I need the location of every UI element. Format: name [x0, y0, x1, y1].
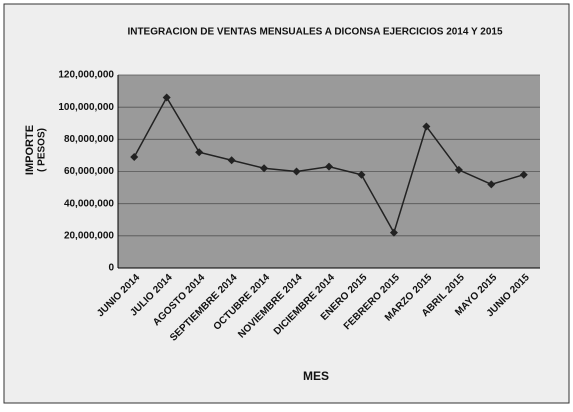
data-point — [162, 93, 171, 102]
y-tick-label: 100,000,000 — [58, 102, 114, 113]
data-point — [357, 170, 366, 179]
data-point — [227, 156, 236, 165]
y-tick-label: 40,000,000 — [64, 198, 114, 209]
y-tick-label: 0 — [108, 263, 114, 274]
x-axis-label: MES — [303, 369, 329, 383]
data-point — [487, 180, 496, 189]
y-axis-label: ( PESOS) — [37, 128, 48, 172]
data-point — [389, 228, 398, 237]
data-point — [292, 167, 301, 176]
data-point — [195, 148, 204, 157]
data-point — [454, 165, 463, 174]
chart-title: INTEGRACION DE VENTAS MENSUALES A DICONS… — [127, 27, 503, 38]
y-tick-label: 120,000,000 — [58, 70, 114, 81]
y-tick-label: 20,000,000 — [64, 230, 114, 241]
data-point — [260, 164, 269, 173]
y-tick-label: 80,000,000 — [64, 134, 114, 145]
data-point — [325, 162, 333, 171]
y-axis-label: IMPORTE — [24, 125, 36, 175]
y-tick-label: 60,000,000 — [64, 166, 114, 177]
data-point — [422, 122, 431, 131]
data-point — [130, 153, 139, 162]
data-point — [519, 170, 528, 179]
